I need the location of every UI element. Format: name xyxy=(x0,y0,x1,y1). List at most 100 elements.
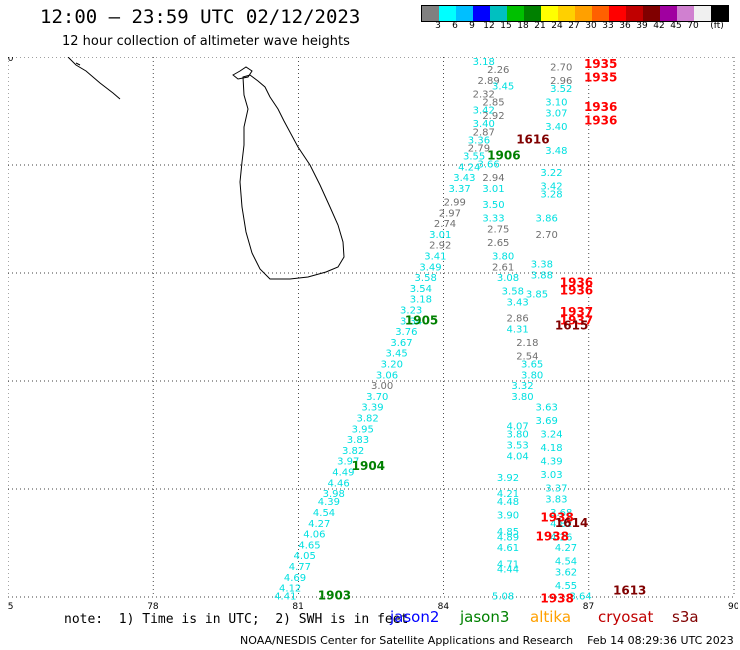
wave-height-value: 3.18 xyxy=(410,295,432,306)
color-scale-label: 18 xyxy=(517,21,529,31)
color-scale-label: 21 xyxy=(534,21,546,31)
wave-height-value: 3.82 xyxy=(356,414,378,425)
wave-height-value: 3.39 xyxy=(361,403,383,414)
wave-height-value: 2.75 xyxy=(487,225,509,236)
x-tick-label: 90 xyxy=(728,602,738,612)
wave-height-value: 2.32 xyxy=(473,90,495,101)
wave-height-value: 3.32 xyxy=(511,381,533,392)
color-swatch xyxy=(660,6,677,21)
color-swatch xyxy=(694,6,711,21)
wave-height-value: 3.20 xyxy=(381,360,403,371)
wave-height-value: 2.89 xyxy=(477,76,499,87)
color-scale-label: 6 xyxy=(452,21,458,31)
x-tick-label: 84 xyxy=(438,602,450,612)
pass-time-label: 1935 xyxy=(584,70,617,84)
wave-height-value: 3.80 xyxy=(492,252,514,263)
wave-height-value: 3.80 xyxy=(507,430,529,441)
wave-height-value: 2.97 xyxy=(439,208,461,219)
wave-height-value: 2.86 xyxy=(507,314,529,325)
wave-height-value: 4.71 xyxy=(497,559,519,570)
wave-height-value: 2.61 xyxy=(492,262,514,273)
wave-height-value: 4.26 xyxy=(550,532,572,543)
color-scale-label: 42 xyxy=(653,21,665,31)
color-swatch xyxy=(422,6,439,21)
color-scale-label: 9 xyxy=(469,21,475,31)
pass-time-label: 1936 xyxy=(560,284,593,298)
wave-height-value: 4.55 xyxy=(555,581,577,592)
satellite-name: cryosat xyxy=(598,608,654,626)
wave-height-value: 3.58 xyxy=(415,273,437,284)
wave-height-value: 3.92 xyxy=(497,473,519,484)
satellite-name: jason2 xyxy=(390,608,440,626)
pass-time-label: 1905 xyxy=(405,313,438,327)
pass-time-label: 1938 xyxy=(540,510,573,524)
color-scale-label: 70 xyxy=(687,21,699,31)
wave-height-value: 3.85 xyxy=(526,289,548,300)
wave-height-value: 4.39 xyxy=(540,457,562,468)
satellite-name: s3a xyxy=(672,608,699,626)
x-tick-label: 78 xyxy=(147,602,159,612)
map-grid xyxy=(7,56,735,598)
wave-height-value: 3.49 xyxy=(419,262,441,273)
wave-height-value: 3.18 xyxy=(473,57,495,68)
wave-height-value: 3.36 xyxy=(468,135,490,146)
wave-height-value: 3.83 xyxy=(545,495,567,506)
wave-height-value: 4.41 xyxy=(274,592,296,603)
wave-height-value: 3.22 xyxy=(540,168,562,179)
color-scale-label: 39 xyxy=(636,21,648,31)
wave-height-value: 2.92 xyxy=(429,241,451,252)
pass-time-label: 1614 xyxy=(555,516,588,530)
wave-height-value: 3.83 xyxy=(347,435,369,446)
satellite-name: jason3 xyxy=(460,608,510,626)
wave-height-value: 3.24 xyxy=(540,430,562,441)
wave-height-value: 3.42 xyxy=(540,181,562,192)
wave-height-value: 3.41 xyxy=(424,252,446,263)
wave-height-value: 3.48 xyxy=(545,146,567,157)
wave-height-value: 4.54 xyxy=(555,557,577,568)
wave-height-value: 2.74 xyxy=(434,219,456,230)
wave-height-value: 3.28 xyxy=(540,189,562,200)
wave-height-value: 3.23 xyxy=(400,306,422,317)
wave-height-value: 3.10 xyxy=(545,98,567,109)
satellite-name: altika xyxy=(530,608,572,626)
wave-height-value: 3.64 xyxy=(569,592,591,603)
observation-labels: 3.182.262.893.452.322.853.422.923.402.87… xyxy=(274,57,592,603)
wave-height-value: 3.38 xyxy=(531,260,553,271)
wave-height-value: 2.26 xyxy=(487,65,509,76)
wave-height-value: 4.18 xyxy=(540,443,562,454)
pass-time-label: 1936 xyxy=(584,114,617,128)
color-swatch xyxy=(677,6,694,21)
wave-height-value: 3.82 xyxy=(342,446,364,457)
note-text: note: 1) Time is in UTC; 2) SWH is in fe… xyxy=(64,612,409,627)
wave-height-value: 3.34 xyxy=(400,316,422,327)
color-swatch xyxy=(609,6,626,21)
color-scale-label: 45 xyxy=(670,21,682,31)
wave-height-value: 3.58 xyxy=(502,287,524,298)
wave-height-value: 3.37 xyxy=(545,484,567,495)
color-scale-label: 36 xyxy=(619,21,631,31)
wave-height-value: 3.86 xyxy=(536,214,558,225)
wave-height-value: 3.07 xyxy=(545,108,567,119)
footer-credit: NOAA/NESDIS Center for Satellite Applica… xyxy=(240,634,734,647)
wave-height-value: 4.21 xyxy=(497,489,519,500)
pass-time-label: 1937 xyxy=(560,313,593,327)
sri-lanka-coastline xyxy=(67,56,345,280)
wave-height-value: 2.70 xyxy=(550,63,572,74)
wave-height-value: 3.50 xyxy=(482,200,504,211)
wave-height-value: 3.98 xyxy=(323,489,345,500)
wave-height-value: 2.99 xyxy=(444,198,466,209)
wave-height-value: 5.08 xyxy=(492,592,514,603)
color-scale-unit: (ft) xyxy=(710,21,724,31)
x-tick-label: 87 xyxy=(583,602,594,612)
wave-height-value: 3.08 xyxy=(497,273,519,284)
color-swatch xyxy=(592,6,609,21)
pass-time-labels: 1616190619351935193619361936193619371937… xyxy=(318,57,647,606)
wave-height-value: 3.80 xyxy=(511,392,533,403)
pass-time-label: 1904 xyxy=(352,459,385,473)
pass-time-label: 1938 xyxy=(540,591,573,605)
color-scale-label: 33 xyxy=(602,21,614,31)
map-canvas: 7578818487900246810 3.182.262.893.452.32… xyxy=(2,54,740,612)
wave-height-value: 4.77 xyxy=(289,562,311,573)
pass-time-label: 1613 xyxy=(613,583,646,597)
wave-height-value: 2.94 xyxy=(482,173,504,184)
